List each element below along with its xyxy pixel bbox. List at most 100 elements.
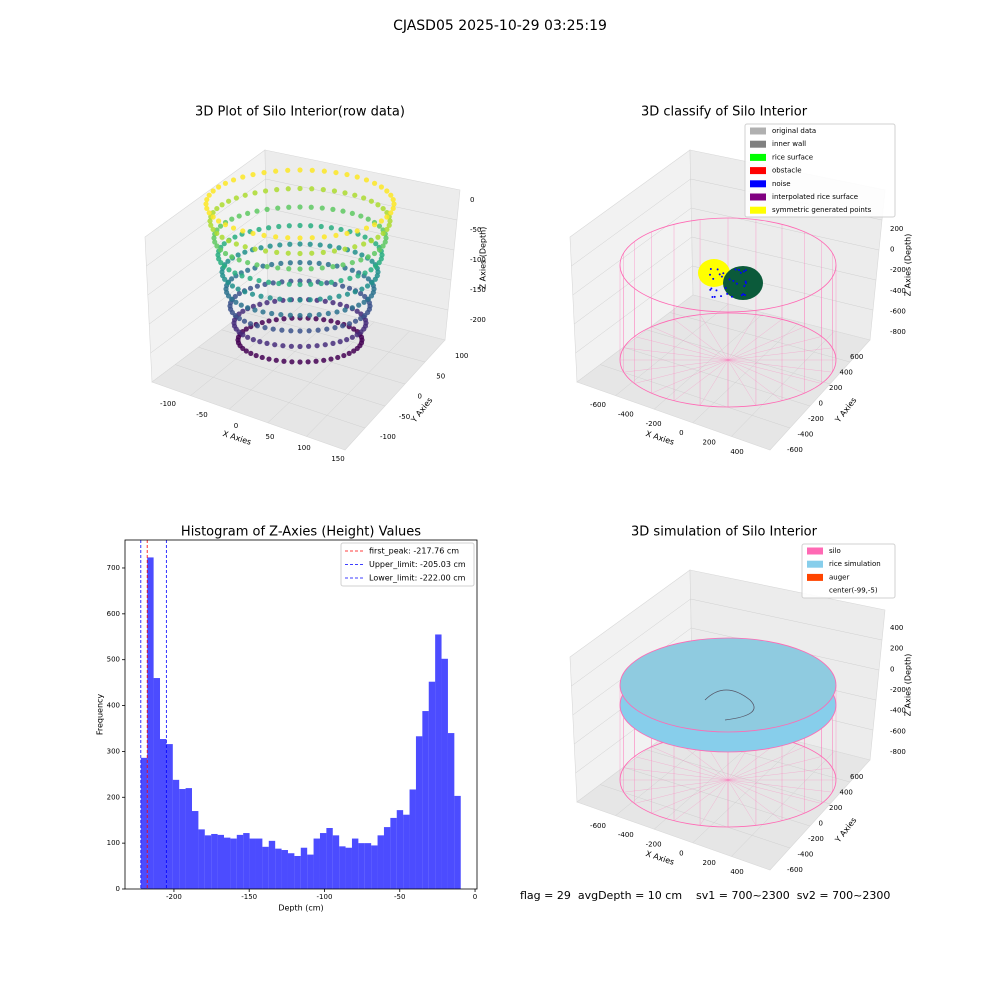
point-cloud xyxy=(379,252,385,258)
pane-grid xyxy=(646,749,831,805)
point-cloud xyxy=(257,339,263,345)
point-cloud xyxy=(208,222,214,228)
point-cloud xyxy=(286,204,292,210)
point-cloud xyxy=(307,241,313,247)
point-cloud xyxy=(215,184,222,190)
point-cloud xyxy=(390,196,396,203)
point-cloud xyxy=(347,275,353,282)
silo-floor xyxy=(699,779,729,826)
point-cloud xyxy=(356,302,362,308)
legend-label: Upper_limit: -205.03 cm xyxy=(369,560,466,569)
point-cloud xyxy=(236,290,242,297)
axis-label: Z Axies (Depth) xyxy=(904,234,913,297)
silo-floor xyxy=(651,779,729,814)
z-tick-label: -600 xyxy=(890,307,906,315)
point-cloud xyxy=(297,259,303,266)
point-cloud xyxy=(352,249,358,255)
point-cloud xyxy=(272,342,278,348)
legend-label: rice surface xyxy=(772,153,813,161)
point-cloud xyxy=(285,167,291,173)
point-cloud xyxy=(373,241,379,247)
noise-points xyxy=(715,289,718,292)
point-cloud xyxy=(254,262,260,268)
histogram-bar xyxy=(332,835,340,889)
silo-floor xyxy=(634,756,729,781)
point-cloud xyxy=(384,226,390,233)
point-cloud xyxy=(369,280,375,286)
point-cloud xyxy=(308,223,314,229)
point-cloud xyxy=(285,235,291,241)
legend-swatch xyxy=(750,193,766,201)
point-cloud xyxy=(273,317,279,323)
x-tick-label: -200 xyxy=(646,420,662,428)
point-cloud xyxy=(285,250,291,256)
histogram-bar xyxy=(409,789,416,889)
point-cloud xyxy=(253,352,259,359)
silo-top xyxy=(619,217,837,313)
histogram-bar xyxy=(185,788,192,889)
point-cloud xyxy=(378,256,384,262)
noise-points xyxy=(743,294,746,297)
point-cloud xyxy=(364,283,371,289)
point-cloud xyxy=(222,250,229,257)
silo-floor xyxy=(727,767,833,781)
point-cloud xyxy=(321,234,327,240)
point-cloud xyxy=(204,196,210,203)
z-tick-label: 200 xyxy=(890,645,903,653)
silo-floor xyxy=(727,756,822,781)
y-tick-label: -400 xyxy=(798,431,814,439)
z-tick-label: 400 xyxy=(890,624,903,632)
histogram-bar xyxy=(198,829,205,889)
silo-floor xyxy=(727,326,805,361)
point-cloud xyxy=(221,263,227,269)
y-tick-label: 100 xyxy=(107,839,120,847)
point-cloud xyxy=(279,327,285,333)
point-cloud xyxy=(365,296,371,302)
silo-bottom xyxy=(619,312,837,408)
pane-grid xyxy=(691,207,880,251)
point-cloud xyxy=(335,354,341,361)
point-cloud xyxy=(368,198,375,204)
histogram-bar xyxy=(435,634,442,889)
point-cloud xyxy=(314,343,320,349)
silo-floor xyxy=(623,359,729,373)
y-tick-label: 400 xyxy=(840,369,853,377)
pane-grid xyxy=(575,265,693,354)
point-cloud xyxy=(309,186,315,192)
silo-floor xyxy=(651,359,729,394)
x-tick-label: 400 xyxy=(730,868,743,876)
point-cloud xyxy=(358,329,364,335)
y-tick-label: 300 xyxy=(107,747,120,755)
point-cloud xyxy=(275,265,281,271)
point-cloud xyxy=(325,310,331,317)
point-cloud xyxy=(358,213,364,219)
point-cloud xyxy=(257,301,263,307)
x-tick-label: -400 xyxy=(618,831,634,839)
y-tick-label: 400 xyxy=(107,702,120,710)
silo-floor xyxy=(727,779,833,793)
point-cloud xyxy=(338,226,344,233)
point-cloud xyxy=(388,210,394,216)
point-cloud xyxy=(321,168,327,174)
point-cloud xyxy=(324,280,330,286)
point-cloud xyxy=(214,205,220,212)
point-cloud xyxy=(297,235,303,241)
histogram-bar xyxy=(268,840,276,889)
histogram-bar xyxy=(390,817,397,889)
pane-grid xyxy=(175,364,366,429)
point-cloud xyxy=(368,267,374,273)
point-cloud xyxy=(215,252,221,258)
point-cloud xyxy=(328,225,334,231)
noise-points xyxy=(734,268,737,271)
point-cloud xyxy=(378,218,385,224)
x-tick-label: 200 xyxy=(703,439,716,447)
point-cloud xyxy=(334,263,340,269)
silo-floor xyxy=(673,319,729,361)
point-cloud xyxy=(248,350,254,356)
noise-points xyxy=(722,272,725,275)
histogram-bar xyxy=(179,789,186,889)
legend-label: interpolated rice surface xyxy=(772,193,858,201)
y-tick-label: -400 xyxy=(798,851,814,859)
point-cloud xyxy=(352,289,358,295)
histogram-bar xyxy=(281,850,288,889)
